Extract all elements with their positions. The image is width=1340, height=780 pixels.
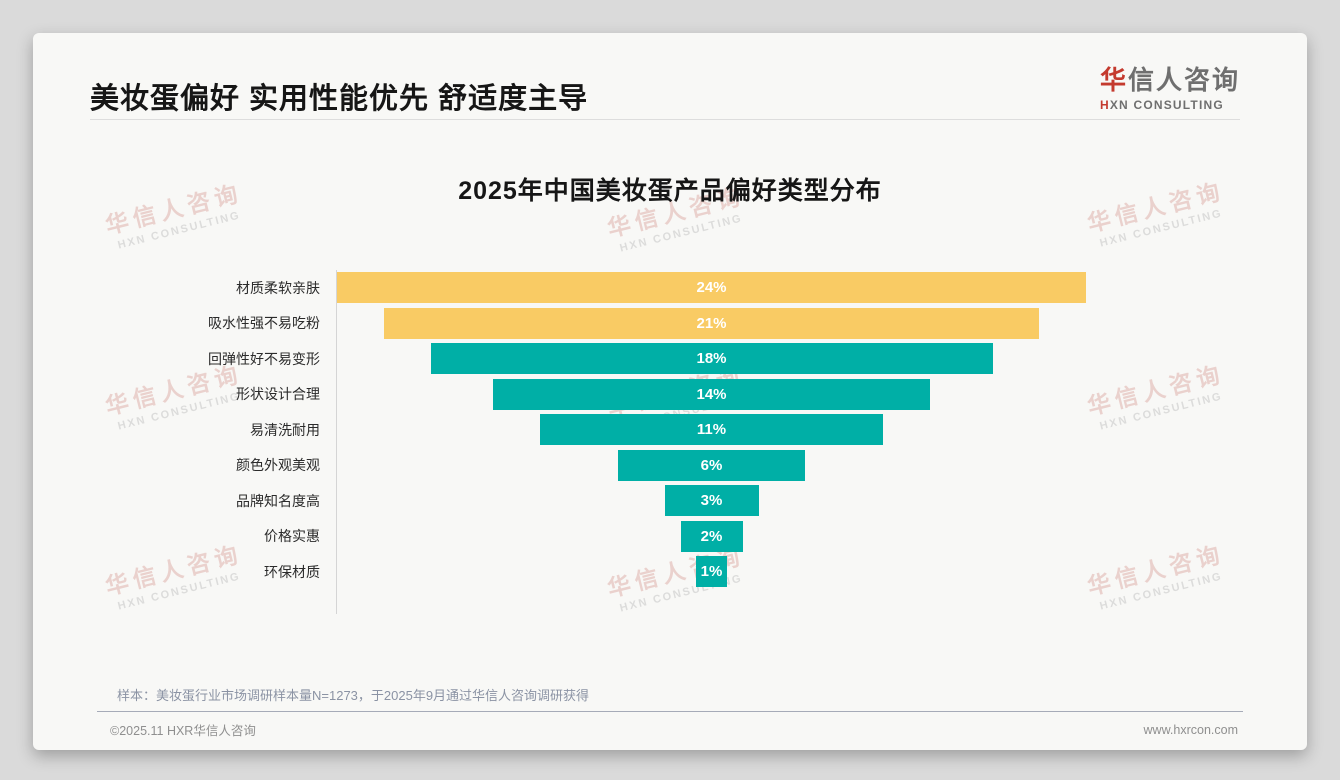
bar-area: 21% [337, 306, 1086, 342]
category-label: 形状设计合理 [236, 386, 320, 403]
funnel-row: 材质柔软亲肤 24% [33, 270, 1307, 306]
bar-value-label: 14% [696, 385, 727, 403]
bar-value-label: 24% [696, 279, 727, 297]
funnel-row: 环保材质 1% [33, 554, 1307, 590]
category-label: 颜色外观美观 [236, 457, 320, 474]
funnel-row: 颜色外观美观 6% [33, 448, 1307, 484]
funnel-bar: 18% [430, 343, 993, 375]
category-label: 价格实惠 [264, 528, 320, 545]
funnel-chart: 材质柔软亲肤 24% 吸水性强不易吃粉 21% 回弹性好不易变形 18% 形状设计合理 14%… [33, 270, 1307, 630]
logo-english-name: HXN CONSULTING [1100, 98, 1240, 112]
company-logo: 华信人咨询 HXN CONSULTING [1100, 60, 1240, 112]
watermark-line2: HXN CONSULTING [618, 212, 744, 255]
bar-area: 24% [337, 270, 1086, 306]
header-divider [90, 119, 1240, 120]
watermark-line2: HXN CONSULTING [1098, 207, 1224, 250]
funnel-bar: 14% [493, 378, 930, 410]
bar-area: 3% [337, 483, 1086, 519]
footer-divider [97, 711, 1243, 712]
y-axis-line [336, 270, 337, 614]
funnel-bar: 2% [680, 520, 743, 552]
bar-value-label: 1% [700, 563, 723, 581]
bar-value-label: 21% [696, 314, 727, 332]
logo-en-red-char: H [1099, 98, 1110, 112]
funnel-row: 品牌知名度高 3% [33, 483, 1307, 519]
funnel-row: 形状设计合理 14% [33, 377, 1307, 413]
category-label: 吸水性强不易吃粉 [208, 315, 320, 332]
funnel-bar: 6% [618, 449, 805, 481]
watermark-line2: HXN CONSULTING [116, 209, 242, 252]
bar-area: 14% [337, 377, 1086, 413]
sample-note: 样本：美妆蛋行业市场调研样本量N=1273，于2025年9月通过华信人咨询调研获… [117, 688, 590, 703]
report-card: 华信人咨询 HXN CONSULTING 华信人咨询 HXN CONSULTING 华信… [33, 33, 1307, 750]
bar-value-label: 3% [700, 492, 723, 510]
funnel-bar: 1% [696, 556, 727, 588]
funnel-rows: 材质柔软亲肤 24% 吸水性强不易吃粉 21% 回弹性好不易变形 18% 形状设计合理 14%… [33, 270, 1307, 590]
funnel-row: 回弹性好不易变形 18% [33, 341, 1307, 377]
bar-area: 2% [337, 519, 1086, 555]
category-label: 回弹性好不易变形 [208, 350, 320, 367]
copyright-text: ©2025.11 HXR华信人咨询 [110, 724, 256, 738]
funnel-row: 易清洗耐用 11% [33, 412, 1307, 448]
bar-value-label: 18% [696, 350, 727, 368]
funnel-bar: 24% [337, 272, 1086, 304]
bar-area: 18% [337, 341, 1086, 377]
website-url: www.hxrcon.com [1143, 722, 1238, 737]
funnel-bar: 21% [384, 307, 1039, 339]
funnel-row: 吸水性强不易吃粉 21% [33, 306, 1307, 342]
bar-value-label: 2% [700, 527, 723, 545]
funnel-bar: 3% [664, 485, 759, 517]
logo-cn-red-char: 华 [1099, 65, 1128, 95]
bar-area: 6% [337, 448, 1086, 484]
funnel-bar: 11% [540, 414, 883, 446]
logo-chinese-name: 华信人咨询 [1100, 60, 1240, 97]
bar-value-label: 6% [700, 456, 723, 474]
category-label: 材质柔软亲肤 [236, 279, 320, 296]
report-footer: ©2025.11 HXR华信人咨询 www.hxrcon.com [110, 720, 1238, 739]
category-label: 环保材质 [264, 563, 320, 580]
funnel-row: 价格实惠 2% [33, 519, 1307, 555]
bar-area: 1% [337, 554, 1086, 590]
bar-area: 11% [337, 412, 1086, 448]
logo-en-rest: XN CONSULTING [1109, 98, 1224, 112]
category-label: 品牌知名度高 [236, 492, 320, 509]
page-title: 美妆蛋偏好 实用性能优先 舒适度主导 [90, 83, 589, 115]
bar-value-label: 11% [696, 421, 727, 439]
category-label: 易清洗耐用 [250, 421, 320, 438]
logo-cn-rest: 信人咨询 [1127, 65, 1240, 95]
chart-title: 2025年中国美妆蛋产品偏好类型分布 [458, 177, 882, 205]
